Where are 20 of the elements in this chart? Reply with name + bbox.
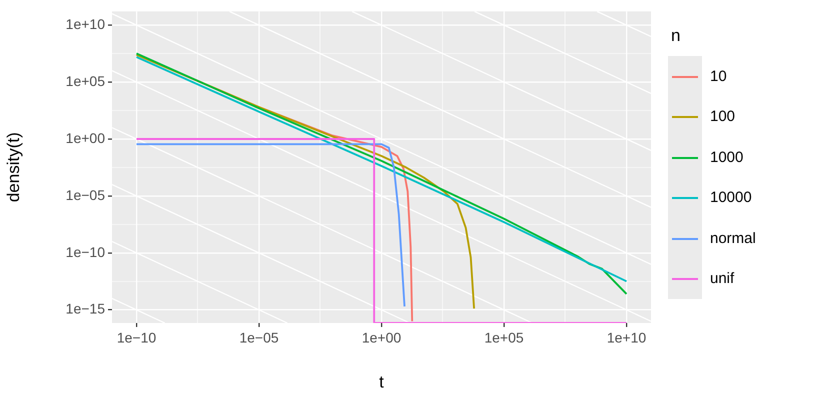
legend-label: 100 bbox=[710, 108, 736, 126]
legend-label: 10000 bbox=[710, 189, 752, 206]
x-tick-label: 1e+05 bbox=[484, 329, 524, 346]
legend-label: unif bbox=[710, 270, 734, 288]
legend-label: 10 bbox=[710, 68, 727, 85]
x-tick-label: 1e+10 bbox=[606, 329, 646, 346]
y-tick-label: 1e−15 bbox=[66, 300, 106, 317]
y-tick-label: 1e+05 bbox=[66, 72, 106, 89]
legend-label: normal bbox=[710, 230, 756, 247]
legend-title: n bbox=[671, 26, 682, 46]
y-tick-label: 1e−10 bbox=[66, 244, 106, 260]
x-tick-label: 1e−10 bbox=[116, 329, 156, 346]
y-tick-label: 1e+10 bbox=[66, 16, 106, 32]
y-tick-label: 1e−05 bbox=[66, 186, 106, 203]
legend-label: 1000 bbox=[710, 148, 744, 166]
y-tick-label: 1e+00 bbox=[66, 130, 106, 146]
x-axis-title: t bbox=[379, 372, 384, 392]
x-tick-label: 1e+00 bbox=[362, 329, 402, 346]
y-axis-title: density(t) bbox=[4, 132, 23, 202]
x-tick-label: 1e−05 bbox=[239, 329, 279, 346]
